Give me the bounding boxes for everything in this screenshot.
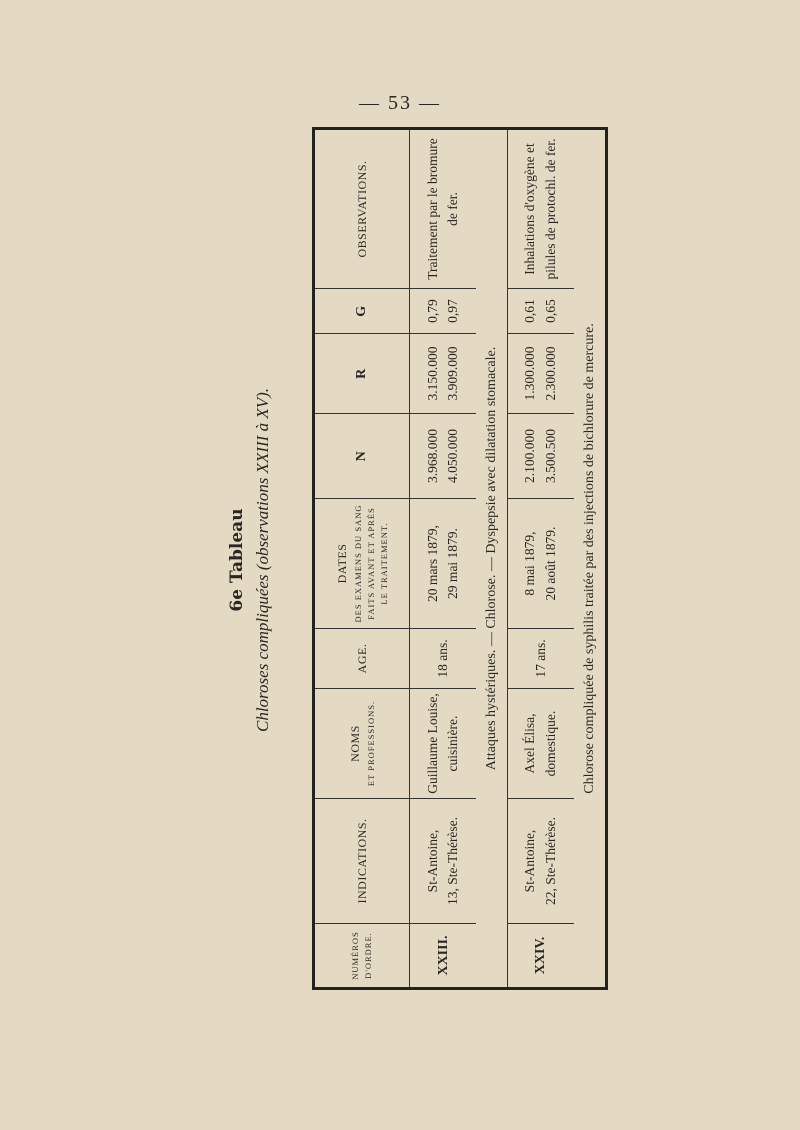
table-row: XXIII. St-Antoine, 13, Ste-Thérèse. Guill… — [409, 128, 477, 989]
cell-age: 18 ans. — [409, 628, 477, 689]
header-age: AGE. — [313, 628, 410, 689]
cell-observations: Traitement par le bromure de fer. — [409, 128, 477, 289]
table-subtitle: Chloroses compliquées (observations XXII… — [253, 387, 272, 733]
cell-indications: St-Antoine, 22, Ste-Thérèse. — [507, 798, 575, 924]
rotated-table-block: 6e Tableau Chloroses compliquées (observ… — [225, 127, 610, 990]
cell-numero: XXIV. — [507, 923, 575, 989]
header-r: R — [313, 333, 410, 414]
cell-g: 0,79 0,97 — [409, 288, 477, 334]
header-noms: NOMS ET PROFESSIONS. — [313, 688, 410, 799]
cell-n: 3.968.000 4.050.000 — [409, 413, 477, 499]
header-n: N — [313, 413, 410, 499]
row-note: Attaques hystériques. — Chlorose. — Dysp… — [483, 346, 499, 771]
cell-numero: XXIII. — [435, 935, 451, 976]
table-title: 6e Tableau — [227, 508, 247, 612]
cell-dates: 8 mai 1879, 20 août 1879. — [507, 498, 575, 629]
table-row: XXIV. St-Antoine, 22, Ste-Thérèse. Axel É… — [507, 128, 575, 989]
header-dates: DATES DES EXAMENS DU SANG FAITS AVANT ET A… — [313, 498, 410, 629]
cell-r: 3.150.000 3.909.000 — [409, 333, 477, 414]
page-number: — 53 — — [359, 92, 441, 114]
header-g: G — [313, 288, 410, 334]
cell-indications: St-Antoine, 13, Ste-Thérèse. — [409, 798, 477, 924]
cell-age: 17 ans. — [507, 628, 575, 689]
cell-dates: 20 mars 1879, 29 mai 1879. — [409, 498, 477, 629]
observations-table: NUMÉROS D'ORDRE. INDICATIONS. NOMS ET PROF… — [312, 127, 608, 990]
cell-r: 1.300.000 2.300.000 — [507, 333, 575, 414]
cell-observations: Inhalations d'oxygène et pilules de proto… — [507, 128, 575, 289]
cell-noms: Guillaume Louise, cuisinière. — [409, 688, 477, 799]
cell-g: 0,61 0,65 — [507, 288, 575, 334]
cell-noms: Axel Élisa, domestique. — [507, 688, 575, 799]
row-note: Chlorose compliquée de syphilis traitée … — [581, 323, 597, 794]
header-numeros: NUMÉROS D'ORDRE. — [313, 923, 410, 989]
header-row: NUMÉROS D'ORDRE. INDICATIONS. NOMS ET PROF… — [313, 128, 410, 989]
note-row: Chlorose compliquée de syphilis traitée … — [574, 129, 606, 989]
header-indications: INDICATIONS. — [313, 798, 410, 924]
cell-n: 2.100.000 3.500.500 — [507, 413, 575, 499]
header-observations: OBSERVATIONS. — [313, 128, 410, 289]
note-row: Attaques hystériques. — Chlorose. — Dysp… — [476, 129, 507, 989]
